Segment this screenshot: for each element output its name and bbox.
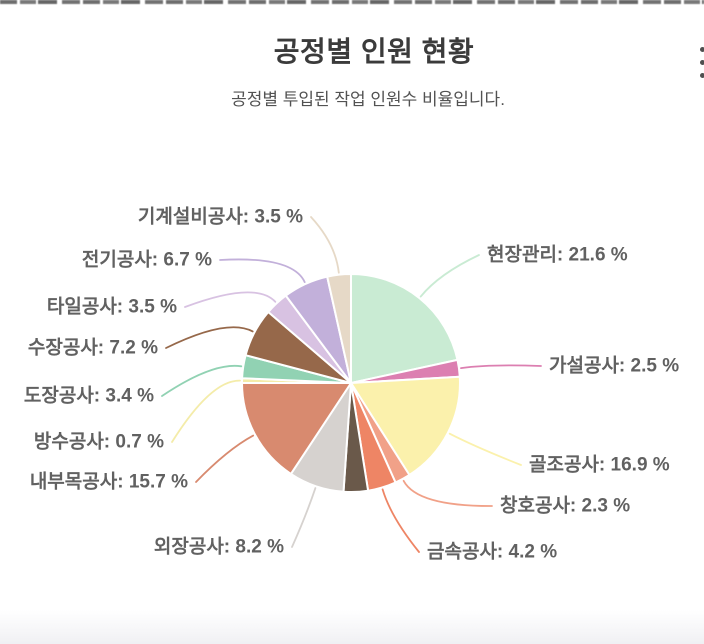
cropped-content-bottom	[0, 610, 704, 644]
kebab-dot	[700, 47, 704, 52]
slice-label-painting-work: 도장공사: 3.4 %	[24, 385, 154, 407]
pie-slice-frame-work[interactable]	[350, 375, 461, 476]
slice-label-exterior-work: 외장공사: 8.2 %	[154, 536, 284, 558]
slice-label-windows-doors-work: 창호공사: 2.3 %	[500, 495, 630, 517]
leader-line-metal-work	[381, 488, 420, 553]
pie-slice-interior-carpentry[interactable]	[241, 382, 352, 475]
leader-line-interior-carpentry	[195, 434, 255, 483]
pie-slice-mechanical-equipment-work[interactable]	[326, 272, 352, 384]
more-options-button[interactable]	[700, 47, 704, 78]
leader-line-interior-finishing-work	[165, 326, 254, 349]
slice-label-waterproofing-work: 방수공사: 0.7 %	[34, 431, 164, 453]
leader-line-waterproofing-work	[171, 379, 241, 443]
kebab-dot	[700, 60, 704, 65]
leader-line-tile-work	[184, 291, 277, 308]
leader-line-windows-doors-work	[402, 479, 493, 507]
leader-line-painting-work	[161, 364, 243, 397]
slice-label-tile-work: 타일공사: 3.5 %	[47, 296, 177, 318]
slice-label-mechanical-equipment-work: 기계설비공사: 3.5 %	[138, 206, 303, 228]
pie-slice-site-management[interactable]	[350, 273, 459, 384]
slice-label-electrical-work: 전기공사: 6.7 %	[82, 249, 212, 271]
page-subtitle: 공정별 투입된 작업 인원수 비율입니다.	[231, 90, 505, 109]
leader-line-temporary-work	[460, 364, 542, 369]
leader-line-mechanical-equipment-work	[310, 216, 340, 274]
kebab-dot	[700, 73, 704, 78]
leader-line-exterior-work	[291, 487, 317, 548]
slice-label-temporary-work: 가설공사: 2.5 %	[549, 355, 679, 377]
page-title: 공정별 인원 현황	[273, 36, 475, 67]
slice-label-frame-work: 골조공사: 16.9 %	[529, 454, 670, 476]
slice-label-interior-finishing-work: 수장공사: 7.2 %	[28, 337, 158, 359]
leader-line-electrical-work	[219, 258, 306, 283]
slice-label-interior-carpentry: 내부목공사: 15.7 %	[30, 471, 188, 493]
slice-label-site-management: 현장관리: 21.6 %	[487, 244, 628, 266]
leader-line-frame-work	[448, 432, 522, 466]
slice-label-metal-work: 금속공사: 4.2 %	[427, 541, 557, 563]
cropped-content-top	[0, 0, 704, 4]
leader-line-site-management	[419, 254, 480, 298]
